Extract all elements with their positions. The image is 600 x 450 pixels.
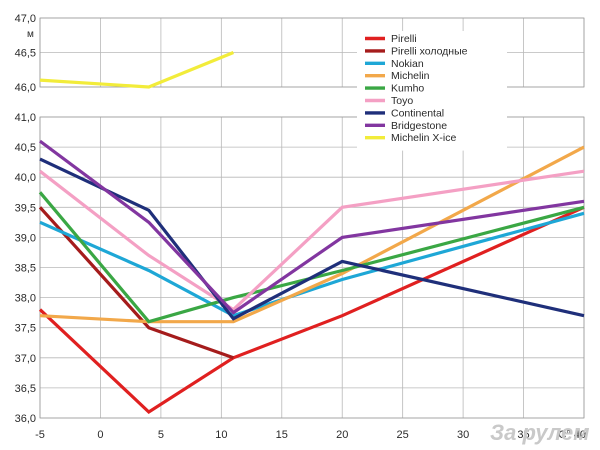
x-tick-label: 30 [457, 429, 469, 441]
y-unit-label: м [27, 29, 34, 40]
legend-label: Michelin [391, 70, 430, 82]
y-tick-label: 41,0 [15, 112, 36, 124]
legend-label: Kumho [391, 83, 424, 95]
legend-label: Bridgestone [391, 120, 447, 132]
legend-label: Continental [391, 107, 444, 119]
x-tick-label: 15 [276, 429, 288, 441]
x-tick-label: 10 [215, 429, 227, 441]
panel-frame [39, 116, 585, 419]
x-tick-label: 20 [336, 429, 348, 441]
series-lines [38, 51, 585, 415]
y-tick-label: 40,0 [15, 172, 36, 184]
watermark-text: За рулем [490, 420, 590, 445]
series-line-bridgestone [39, 139, 585, 315]
x-tick-label: 35 [517, 429, 529, 441]
series-line-michelin-x-ice [39, 51, 235, 89]
x-tick-label: -5 [35, 429, 45, 441]
y-tick-label: 47,0 [15, 13, 36, 25]
y-tick-label: 46,5 [15, 48, 36, 60]
y-tick-label: 39,0 [15, 232, 36, 244]
y-tick-label: 37,5 [15, 323, 36, 335]
y-tick-label: 36,0 [15, 413, 36, 425]
axes: 46,0 46,5 47,0 36,0 36,5 37,0 37,5 38,0 38,5 39,0… [15, 13, 586, 441]
legend-label: Toyo [391, 95, 413, 107]
legend-label: Pirelli [391, 33, 417, 45]
y-tick-label: 37,0 [15, 353, 36, 365]
y-tick-label: 36,5 [15, 383, 36, 395]
legend-label: Nokian [391, 58, 424, 70]
x-tick-label: 0 [97, 429, 103, 441]
y-tick-label: 46,0 [15, 82, 36, 94]
y-tick-label: 38,5 [15, 263, 36, 275]
y-tick-label: 38,0 [15, 293, 36, 305]
x-tick-label: C° 40 [558, 429, 586, 441]
series-line-continental [39, 157, 585, 321]
series-line-nokian [39, 211, 585, 318]
legend-label: Michelin X-ice [391, 132, 457, 144]
y-tick-label: 40,5 [15, 142, 36, 154]
series-line-michelin [39, 145, 585, 324]
series-line-toyo [39, 169, 585, 312]
series-line-kumho [38, 191, 585, 324]
legend-label: Pirelli холодные [391, 45, 468, 57]
panel-frame [39, 17, 585, 88]
series-line-pirelli [38, 206, 234, 360]
x-tick-label: 5 [158, 429, 164, 441]
y-tick-label: 39,5 [15, 202, 36, 214]
x-tick-label: 25 [397, 429, 409, 441]
